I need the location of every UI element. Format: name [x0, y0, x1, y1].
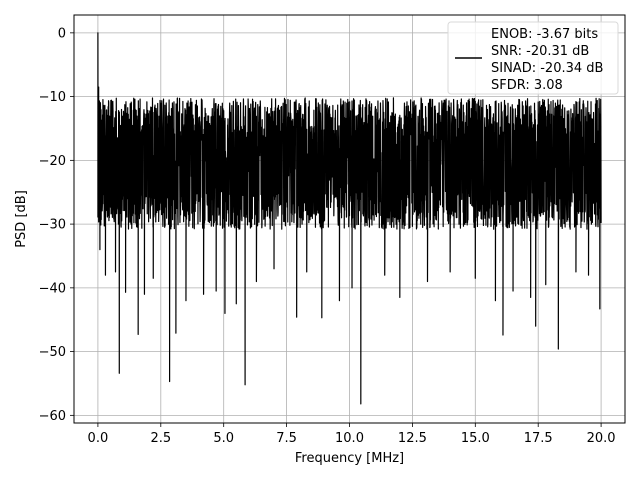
x-tick-label: 10.0: [335, 431, 364, 446]
x-tick-label: 5.0: [213, 431, 234, 446]
legend-sinad: SINAD: -20.34 dB: [491, 61, 603, 76]
y-axis-label: PSD [dB]: [14, 190, 29, 248]
x-tick-label: 20.0: [587, 431, 616, 446]
y-tick-label: 0: [58, 26, 66, 41]
y-tick-label: −60: [39, 409, 66, 424]
legend: ENOB: -3.67 bits SNR: -20.31 dB SINAD: -…: [447, 21, 619, 95]
y-tick-label: −10: [39, 90, 66, 105]
x-tick-label: 7.5: [276, 431, 297, 446]
x-tick-label: 12.5: [398, 431, 427, 446]
y-tick-label: −40: [39, 281, 66, 296]
x-tick-label: 15.0: [461, 431, 490, 446]
psd-series-line: [97, 32, 602, 405]
legend-snr: SNR: -20.31 dB: [491, 44, 589, 59]
y-tick-label: −20: [39, 154, 66, 169]
x-axis-label: Frequency [MHz]: [295, 451, 404, 466]
legend-enob: ENOB: -3.67 bits: [491, 27, 598, 42]
x-tick-label: 0.0: [88, 431, 109, 446]
psd-trace-layer: [97, 32, 602, 405]
y-tick-label: −30: [39, 218, 66, 233]
x-tick-label: 2.5: [150, 431, 171, 446]
x-tick-label: 17.5: [524, 431, 553, 446]
y-axis-ticks: 0 −10 −20 −30 −40 −50 −60: [39, 26, 74, 424]
y-tick-label: −50: [39, 345, 66, 360]
x-axis-ticks: 0.0 2.5 5.0 7.5 10.0 12.5 15.0 17.5 20.0: [88, 423, 616, 446]
legend-sfdr: SFDR: 3.08: [491, 78, 563, 93]
legend-box: [447, 21, 619, 95]
